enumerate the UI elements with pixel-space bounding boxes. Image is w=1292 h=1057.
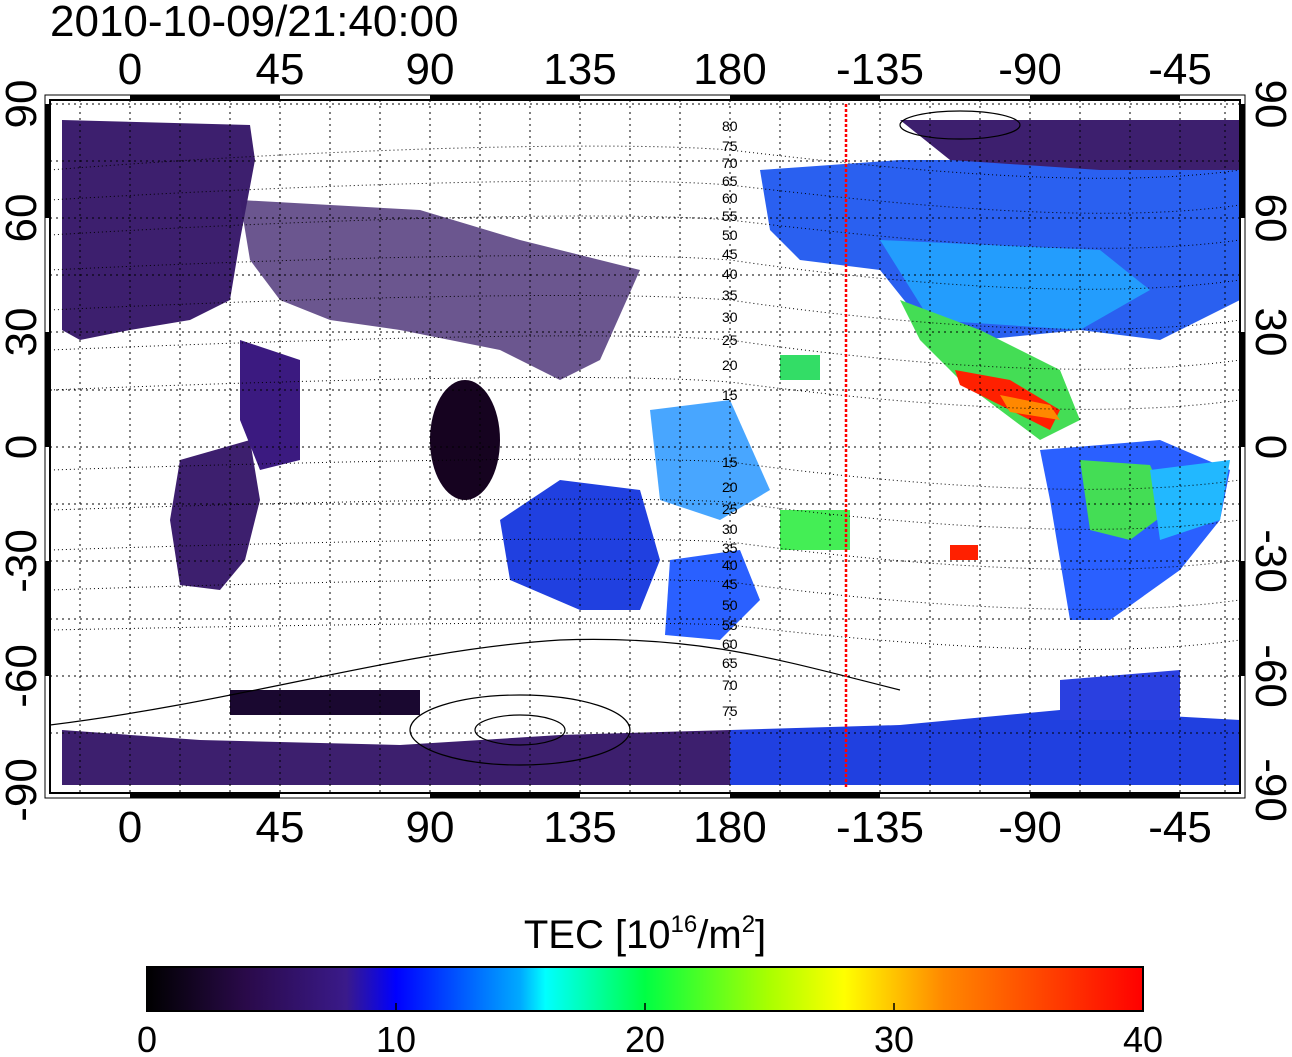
y-tick-label: 60	[1246, 194, 1292, 243]
contour-label: 25	[722, 501, 738, 517]
contour-label: 75	[722, 138, 738, 154]
y-tick-label: -60	[0, 644, 46, 708]
y-tick-label: -60	[1246, 644, 1292, 708]
contour-label: 40	[722, 557, 738, 573]
x-tick-label: 180	[693, 803, 766, 852]
x-tick-label: 135	[543, 803, 616, 852]
timestamp-title: 2010-10-09/21:40:00	[50, 0, 459, 46]
colorbar-tick-label: 0	[137, 1019, 157, 1057]
x-tick-label: 0	[118, 803, 142, 852]
x-axis-bottom-labels: 0 45 90 135 180 -135 -90 -45	[118, 803, 1212, 852]
frame-tick-bars	[45, 95, 1245, 798]
tec-region-na-north	[900, 120, 1240, 170]
contour-label: 15	[722, 454, 738, 470]
contour-label: 15	[722, 387, 738, 403]
tec-region-south-america-green	[1080, 460, 1170, 540]
colorbar-tick-label: 30	[874, 1019, 914, 1057]
colorbar-title: TEC [1016/m2]	[524, 911, 766, 957]
y-tick-label: 0	[0, 435, 46, 459]
colorbar-tick-label: 20	[625, 1019, 665, 1057]
x-tick-label: 0	[118, 45, 142, 94]
x-tick-label: -90	[998, 45, 1062, 94]
y-tick-label: 30	[1246, 308, 1292, 357]
y-axis-right-labels: 90 60 30 0 -30 -60 -90	[1246, 80, 1292, 822]
tec-region-europe	[62, 120, 255, 340]
x-tick-label: -135	[836, 803, 924, 852]
contour-label: 50	[722, 227, 738, 243]
contour-label: 35	[722, 540, 738, 556]
contour-label: 45	[722, 576, 738, 592]
contour-label: 70	[722, 155, 738, 171]
x-tick-label: 90	[406, 803, 455, 852]
y-axis-left-labels: 90 60 30 0 -30 -60 -90	[0, 80, 46, 822]
contour-label: 55	[722, 617, 738, 633]
x-tick-label: -90	[998, 803, 1062, 852]
x-tick-label: 90	[406, 45, 455, 94]
x-tick-label: 135	[543, 45, 616, 94]
contour-label: 45	[722, 246, 738, 262]
contour-label: 60	[722, 636, 738, 652]
x-tick-label: 45	[256, 45, 305, 94]
y-tick-label: 0	[1246, 435, 1292, 459]
contour-label: 30	[722, 521, 738, 537]
colorbar-tick-marks	[395, 1003, 895, 1011]
y-tick-label: 60	[0, 194, 46, 243]
contour-lines-solid	[50, 110, 1021, 766]
x-tick-label: 180	[693, 45, 766, 94]
x-tick-label: 45	[256, 803, 305, 852]
contour-label: 70	[722, 677, 738, 693]
tec-region-nz	[665, 550, 760, 640]
contour-label: 65	[722, 173, 738, 189]
tec-region-pacific-red	[950, 545, 978, 560]
contour-label: 30	[722, 309, 738, 325]
tec-region-asia	[240, 200, 640, 380]
x-tick-label: -45	[1148, 803, 1212, 852]
y-tick-label: -90	[0, 758, 46, 822]
tec-region-east-africa	[240, 340, 300, 470]
y-tick-label: -90	[1246, 758, 1292, 822]
grid-lines	[50, 100, 1240, 793]
tec-region-pacific-green-2	[780, 510, 850, 550]
contour-label: 65	[722, 655, 738, 671]
y-tick-label: 90	[1246, 80, 1292, 129]
tec-region-antarctica-dark	[230, 690, 420, 715]
colorbar-tick-label: 40	[1123, 1019, 1163, 1057]
y-tick-label: 30	[0, 308, 46, 357]
contour-label: 50	[722, 597, 738, 613]
colorbar-tick-labels: 0 10 20 30 40	[137, 1019, 1163, 1057]
x-tick-label: -135	[836, 45, 924, 94]
x-tick-label: -45	[1148, 45, 1212, 94]
contour-label: 35	[722, 287, 738, 303]
map-plot-area: 80 75 70 65 60 55 50 45 40 35 30 25 20 1…	[50, 100, 1240, 793]
contour-label: 75	[722, 703, 738, 719]
tec-region-south-america-cyan	[1150, 460, 1230, 540]
tec-region-africa	[170, 440, 260, 590]
tec-region-na-cyan	[880, 240, 1150, 330]
tec-region-pacific-green-1	[780, 355, 820, 380]
contour-label: 25	[722, 332, 738, 348]
y-tick-label: -30	[0, 529, 46, 593]
contour-label: 60	[722, 190, 738, 206]
contour-label: 80	[722, 118, 738, 134]
contour-label: 55	[722, 208, 738, 224]
tec-region-antarctica-west	[62, 730, 730, 785]
tec-region-indian-ocean	[430, 380, 500, 500]
contour-labels: 80 75 70 65 60 55 50 45 40 35 30 25 20 1…	[722, 118, 738, 719]
y-tick-label: 90	[0, 80, 46, 129]
contour-label: 40	[722, 266, 738, 282]
contour-label: 20	[722, 357, 738, 373]
contour-label: 20	[722, 479, 738, 495]
tec-region-south-pacific-blue	[1060, 670, 1180, 720]
y-tick-label: -30	[1246, 529, 1292, 593]
tec-region-antarctica-east	[730, 710, 1240, 785]
contour-lines	[50, 145, 1240, 650]
x-axis-top-labels: 0 45 90 135 180 -135 -90 -45	[118, 45, 1212, 94]
colorbar-tick-label: 10	[376, 1019, 416, 1057]
